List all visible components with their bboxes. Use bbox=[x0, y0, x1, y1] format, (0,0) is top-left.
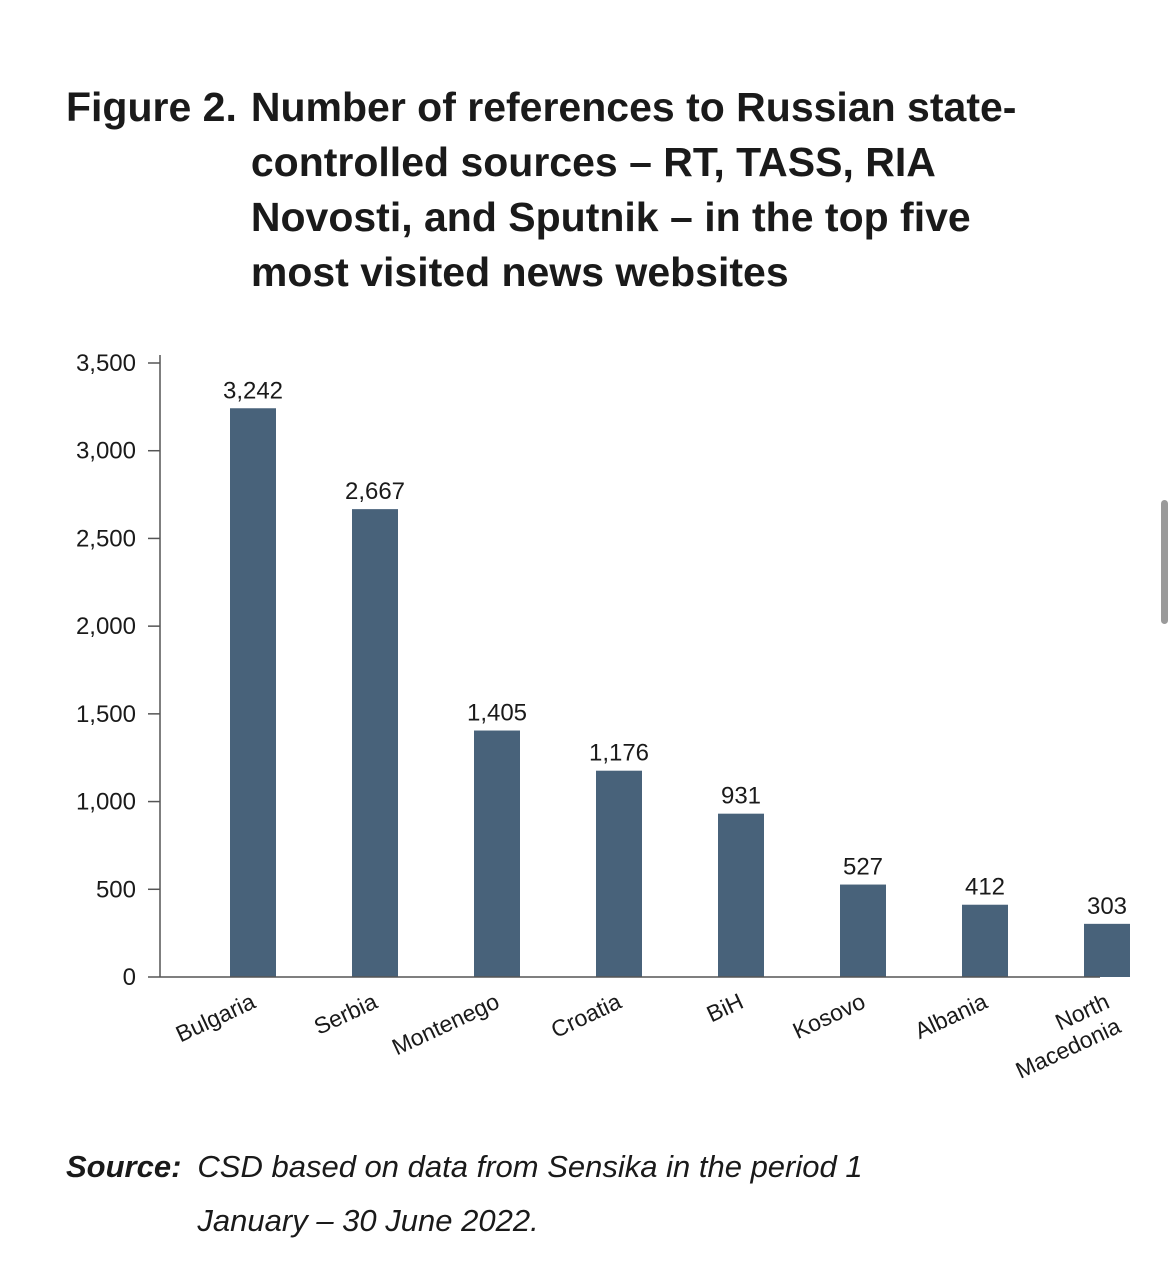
x-tick-label-line: Serbia bbox=[310, 988, 381, 1040]
x-tick-label-line: Kosovo bbox=[789, 988, 870, 1044]
y-tick-label: 0 bbox=[123, 964, 136, 991]
figure-title-text: Number of references to Russian state-co… bbox=[250, 84, 1017, 295]
bar-serbia bbox=[352, 509, 398, 977]
bars: 3,242 2,667 1,405 1,176 931 527 412 303 bbox=[223, 377, 1130, 977]
x-tick-label: Serbia bbox=[310, 988, 381, 1040]
bar-montenego bbox=[474, 730, 520, 977]
bar-value-label: 2,667 bbox=[345, 478, 405, 505]
x-tick-label: Bulgaria bbox=[172, 988, 260, 1047]
y-tick-label: 3,000 bbox=[76, 438, 136, 465]
x-tick-label: BiH bbox=[703, 988, 748, 1027]
y-axis: 0 500 1,000 1,500 2,000 2,500 3,000 3,500 bbox=[76, 350, 161, 991]
y-tick-label: 1,000 bbox=[76, 789, 136, 816]
y-tick-label: 1,500 bbox=[76, 701, 136, 728]
y-tick-label: 500 bbox=[96, 876, 136, 903]
bar-value-label: 931 bbox=[721, 783, 761, 810]
bar-chart: 0 500 1,000 1,500 2,000 2,500 3,000 3,500 3,242… bbox=[76, 350, 1130, 1084]
y-tick-label: 2,000 bbox=[76, 613, 136, 640]
bar-north-macedonia bbox=[1084, 923, 1130, 977]
bar-value-label: 303 bbox=[1087, 893, 1127, 920]
x-axis: Bulgaria Serbia Montenego Croatia BiH Kosovo A… bbox=[160, 976, 1125, 1084]
y-tick-label: 2,500 bbox=[76, 525, 136, 552]
source-text: CSD based on data from Sensika in the pe… bbox=[197, 1149, 863, 1238]
x-tick-label-line: BiH bbox=[703, 988, 748, 1027]
x-tick-label-line: Bulgaria bbox=[172, 988, 260, 1047]
x-tick-label: Kosovo bbox=[789, 988, 870, 1044]
source-label: Source: bbox=[66, 1149, 182, 1184]
bar-croatia bbox=[596, 770, 642, 977]
x-tick-label-line: Croatia bbox=[547, 988, 625, 1043]
bar-value-label: 3,242 bbox=[223, 377, 283, 404]
bar-value-label: 412 bbox=[965, 874, 1005, 901]
figure-title: Figure 2. Number of references to Russia… bbox=[66, 80, 1066, 300]
x-tick-label: NorthMacedonia bbox=[1000, 988, 1125, 1084]
scrollbar[interactable] bbox=[1161, 500, 1168, 624]
x-tick-label-line: Albania bbox=[911, 988, 992, 1044]
bar-value-label: 527 bbox=[843, 854, 883, 881]
bar-value-label: 1,176 bbox=[589, 740, 649, 767]
bar-bulgaria bbox=[230, 408, 276, 977]
x-tick-label: Albania bbox=[911, 988, 992, 1044]
x-tick-label: Croatia bbox=[547, 988, 625, 1043]
x-tick-label: Montenego bbox=[388, 988, 503, 1060]
figure-number: Figure 2. bbox=[66, 84, 237, 130]
bar-albania bbox=[962, 904, 1008, 977]
bar-value-label: 1,405 bbox=[467, 700, 527, 727]
source-note: Source: CSD based on data from Sensika i… bbox=[66, 1140, 937, 1248]
bar-bih bbox=[718, 813, 764, 977]
bar-kosovo bbox=[840, 884, 886, 977]
x-tick-label-line: Montenego bbox=[388, 988, 503, 1060]
y-tick-label: 3,500 bbox=[76, 350, 136, 377]
